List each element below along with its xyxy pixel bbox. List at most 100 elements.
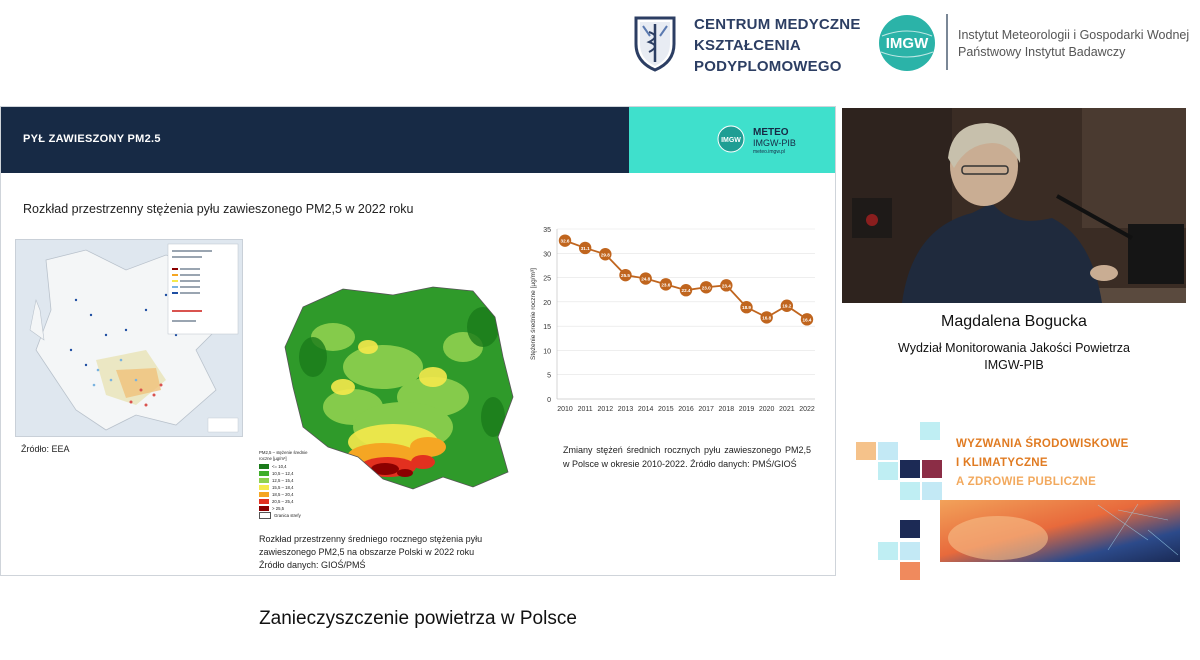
chart-x-tick-label: 2011 [578,406,593,413]
speaker-dept-line: IMGW-PIB [984,358,1044,372]
cmkp-name: CENTRUM MEDYCZNE KSZTAŁCENIA PODYPLOMOWE… [694,14,861,77]
video-caption: Zanieczyszczenie powietrza w Polsce [259,608,577,629]
meteo-title: METEO [753,127,789,138]
cmkp-line-2: KSZTAŁCENIA [694,37,801,54]
chart-data-label: 31.1 [581,246,590,251]
legend-item: > 25,5 [259,505,319,512]
legend-label: 20,5 – 25,4 [272,499,294,504]
chart-data-point [619,268,632,282]
legend-item: 20,5 – 25,4 [259,498,319,505]
conference-title-line: I KLIMATYCZNE [956,457,1048,469]
speaker-video-feed [842,108,1186,303]
slide-subtitle: Rozkład przestrzenny stężenia pyłu zawie… [23,202,414,216]
legend-swatch [259,471,269,476]
legend-item: 12,5 – 15,4 [259,477,319,484]
chart-data-point [679,284,693,297]
chart-data-label: 23.6 [661,282,670,287]
meteo-band: IMGW METEO IMGW-PIB meteo.imgw.pl [629,107,835,173]
chart-data-label: 23.0 [702,285,711,290]
legend-item: 10,5 – 12,4 [259,470,319,477]
chart-y-tick-label: 0 [547,397,551,404]
chart-data-label: 16.8 [762,315,771,320]
meteo-imgw-logo-icon: IMGW [717,125,745,153]
chart-data-point [740,301,753,314]
legend-item: 15,5 – 18,4 [259,484,319,491]
conference-title: WYZWANIA ŚRODOWISKOWE I KLIMATYCZNE A ZD… [956,435,1129,492]
chart-data-label: 22.4 [682,288,691,293]
poland-pm25-map-image [284,286,514,490]
chart-x-tick-label: 2016 [678,406,694,413]
chart-x-tick-label: 2020 [759,406,775,413]
conference-banner-graphic [856,422,1180,580]
chart-data-label: 29.8 [601,252,610,257]
chart-x-tick-label: 2014 [638,406,654,413]
legend-label: 10,5 – 12,4 [272,471,294,476]
chart-x-tick-label: 2019 [739,406,755,413]
chart-data-point [800,313,814,326]
chart-caption: Zmiany stężeń średnich rocznych pyłu zaw… [563,445,811,469]
europe-pm25-map-image [15,239,243,437]
legend-swatch [259,464,269,469]
chart-x-tick-label: 2012 [598,406,614,413]
eea-source-label: Źródło: EEA [21,444,70,454]
cmkp-line-3: PODYPLOMOWEGO [694,58,842,75]
slide-title: PYŁ ZAWIESZONY PM2.5 [23,133,161,145]
cmkp-shield-logo-icon [634,16,676,72]
legend-swatch [259,506,269,511]
chart-x-tick-label: 2013 [618,406,634,413]
logo-divider [946,14,948,70]
legend-label: Granica strefy [274,513,301,518]
legend-swatch [259,485,269,490]
cmkp-line-1: CENTRUM MEDYCZNE [694,16,861,33]
chart-y-tick-label: 10 [543,348,551,355]
pm25-trend-chart: 0 5 10 15 20 25 30 35 2010 2011 2012 2013 2014 2015 20… [530,227,815,413]
chart-data-label: 32.6 [561,239,570,244]
poland-map-caption: Rozkład przestrzenny średniego rocznego … [259,533,559,572]
legend-swatch [259,492,269,497]
map-caption-line: Źródło danych: GIOŚ/PMŚ [259,560,366,570]
chart-y-tick-label: 25 [543,276,551,283]
map-caption-line: zawieszonego PM2,5 na obszarze Polski w … [259,547,475,557]
legend-label: <= 10,4 [272,464,287,469]
chart-y-tick-label: 20 [543,300,551,307]
slide-header: PYŁ ZAWIESZONY PM2.5 [1,107,629,173]
chart-y-tick-label: 35 [543,227,551,234]
chart-data-point [699,281,713,294]
legend-item: <= 10,4 [259,463,319,470]
imgw-logo-text: IMGW [886,35,929,52]
chart-x-tick-label: 2017 [698,406,714,413]
imgw-name: Instytut Meteorologii i Gospodarki Wodne… [958,27,1189,61]
meteo-url: meteo.imgw.pl [753,149,785,155]
chart-data-point [780,299,794,312]
legend-item: Granica strefy [259,512,319,519]
map-caption-line: Rozkład przestrzenny średniego rocznego … [259,534,483,544]
legend-label: 18,5 – 20,4 [272,492,294,497]
imgw-line-1: Instytut Meteorologii i Gospodarki Wodne… [958,28,1190,42]
legend-swatch [259,512,271,519]
chart-x-tick-label: 2021 [779,406,795,413]
chart-y-tick-label: 30 [543,251,551,258]
chart-y-tick-label: 5 [547,373,551,380]
chart-data-point [639,272,652,285]
speaker-dept-line: Wydział Monitorowania Jakości Powietrza [898,341,1130,355]
chart-data-point [720,279,733,292]
chart-x-tick-label: 2010 [557,406,573,413]
legend-label: > 25,5 [272,506,285,511]
legend-swatch [259,478,269,483]
meteo-logo-text: IMGW [721,137,741,144]
legend-title: PM2,5 – stężenie średnie roczne [µg/m³] [259,450,308,461]
chart-x-tick-label: 2022 [799,406,815,413]
poland-map-legend: PM2,5 – stężenie średnie roczne [µg/m³] … [259,450,319,519]
chart-data-label: 18.9 [742,305,751,310]
presentation-slide: PYŁ ZAWIESZONY PM2.5 IMGW METEO IMGW-PIB… [0,106,836,576]
chart-data-point [599,248,612,261]
chart-data-label: 23.4 [722,283,731,288]
legend-label: 12,5 – 15,4 [272,478,294,483]
chart-data-point [578,241,592,255]
chart-data-label: 19.2 [782,304,791,309]
chart-x-tick-label: 2015 [658,406,674,413]
imgw-logo: IMGW [879,15,935,71]
chart-data-label: 24.8 [641,277,650,282]
conference-title-line: WYZWANIA ŚRODOWISKOWE [956,438,1129,450]
chart-data-point [760,311,773,324]
